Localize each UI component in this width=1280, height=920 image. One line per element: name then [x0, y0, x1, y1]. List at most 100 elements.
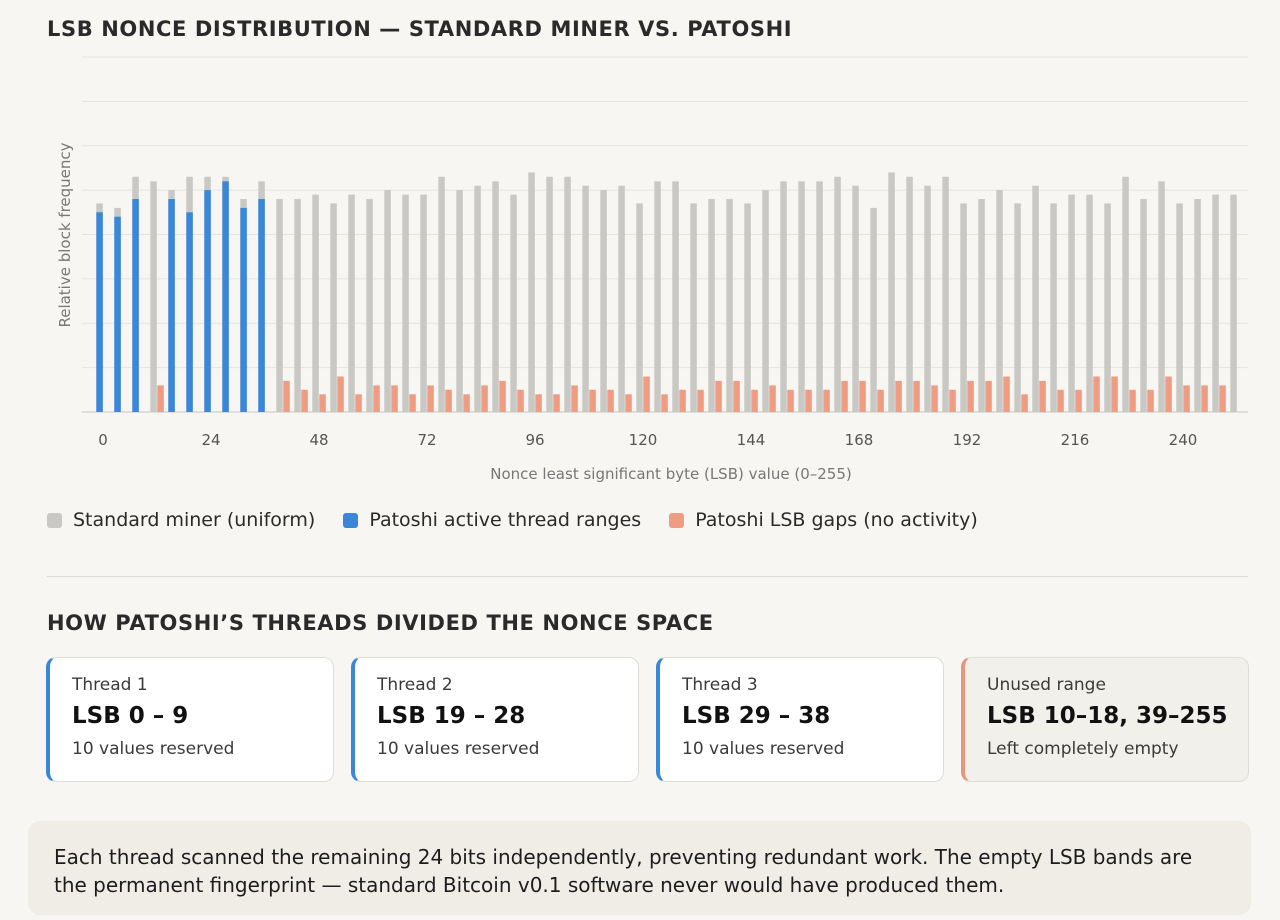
standard-bar	[960, 203, 967, 412]
standard-bar	[780, 181, 787, 413]
patoshi-gap-bar	[283, 380, 290, 412]
standard-bar	[1014, 203, 1021, 412]
legend-item-standard: Standard miner (uniform)	[47, 509, 315, 531]
x-tick-labels: 0 24 48 72 96 120 144 168 192 216 240	[98, 431, 1197, 449]
x-tick-label: 120	[629, 431, 658, 449]
patoshi-gap-bar	[1201, 385, 1208, 412]
patoshi-active-bar	[258, 199, 265, 412]
patoshi-gap-bar	[607, 389, 614, 412]
patoshi-gap-bar	[373, 385, 380, 412]
unused-card-label: Unused range	[987, 675, 1106, 695]
patoshi-gap-bar	[1021, 394, 1028, 413]
x-tick-label: 96	[525, 431, 544, 449]
patoshi-gap-bar	[985, 380, 992, 412]
patoshi-gap-bar	[535, 394, 542, 413]
legend-item-active: Patoshi active thread ranges	[343, 509, 641, 531]
x-tick-label: 48	[309, 431, 328, 449]
patoshi-gap-bar	[1183, 385, 1190, 412]
patoshi-gap-bar	[913, 380, 920, 412]
patoshi-gap-bar	[643, 376, 650, 412]
patoshi-gap-bar	[787, 389, 794, 412]
x-tick-label: 192	[953, 431, 982, 449]
y-axis-title: Relative block frequency	[56, 142, 74, 327]
standard-bar	[798, 181, 805, 413]
standard-bar	[870, 207, 877, 412]
standard-bar	[618, 185, 625, 412]
standard-bar	[834, 176, 841, 412]
patoshi-gap-bar	[157, 385, 164, 412]
patoshi-gap-bar	[1075, 389, 1082, 412]
patoshi-active-bar	[168, 199, 175, 412]
x-tick-label: 0	[98, 431, 108, 449]
patoshi-gap-bar	[805, 389, 812, 412]
thread-cards: Thread 1 LSB 0 – 9 10 values reserved Th…	[46, 657, 1249, 782]
patoshi-active-bar	[240, 207, 247, 412]
patoshi-gap-bar	[1219, 385, 1226, 412]
patoshi-gap-bar	[679, 389, 686, 412]
patoshi-gap-bar	[1129, 389, 1136, 412]
legend-label-standard: Standard miner (uniform)	[73, 509, 316, 531]
patoshi-gap-bar	[571, 385, 578, 412]
standard-bar	[906, 176, 913, 412]
standard-bar	[636, 203, 643, 412]
patoshi-gap-bar	[751, 389, 758, 412]
standard-bar	[510, 194, 517, 412]
standard-bar	[762, 190, 769, 412]
standard-bar	[888, 172, 895, 412]
standard-bar	[816, 181, 823, 413]
patoshi-active-bar	[186, 212, 193, 412]
patoshi-gap-bar	[823, 389, 830, 412]
standard-bar	[474, 185, 481, 412]
patoshi-gap-bar	[463, 394, 470, 413]
standard-bar	[1140, 199, 1147, 412]
standard-bar	[654, 181, 661, 413]
standard-bar	[564, 176, 571, 412]
patoshi-active-bar	[132, 199, 139, 412]
patoshi-gap-bar	[697, 389, 704, 412]
standard-bar	[600, 190, 607, 412]
patoshi-gap-bar	[931, 385, 938, 412]
patoshi-active-bar	[96, 212, 103, 412]
standard-bar	[312, 194, 319, 412]
patoshi-gap-bar	[895, 380, 902, 412]
patoshi-gap-bar	[481, 385, 488, 412]
thread-card-note: 10 values reserved	[72, 739, 235, 759]
thread-card-label: Thread 2	[377, 675, 453, 695]
standard-bar	[1122, 176, 1129, 412]
standard-bar	[1068, 194, 1075, 412]
patoshi-gap-bar	[877, 389, 884, 412]
standard-bar	[276, 199, 283, 412]
patoshi-gap-bar	[337, 376, 344, 412]
unused-card-note: Left completely empty	[987, 739, 1179, 759]
standard-bar	[1104, 203, 1111, 412]
standard-bar	[150, 181, 157, 413]
standard-bar	[294, 199, 301, 412]
x-tick-label: 24	[201, 431, 220, 449]
legend-label-active: Patoshi active thread ranges	[369, 509, 642, 531]
patoshi-gap-bar	[949, 389, 956, 412]
thread-card-label: Thread 3	[682, 675, 758, 695]
standard-bar	[366, 199, 373, 412]
standard-bar	[456, 190, 463, 412]
bars	[96, 172, 1237, 413]
patoshi-gap-bar	[409, 394, 416, 413]
section-divider	[47, 576, 1248, 577]
x-tick-label: 72	[417, 431, 436, 449]
legend-swatch-standard	[47, 512, 62, 528]
x-tick-label: 240	[1169, 431, 1198, 449]
patoshi-gap-bar	[967, 380, 974, 412]
standard-bar	[1230, 194, 1237, 412]
patoshi-gap-bar	[1003, 376, 1010, 412]
patoshi-gap-bar	[733, 380, 740, 412]
standard-bar	[1158, 181, 1165, 413]
thread-card-range: LSB 19 – 28	[377, 703, 526, 729]
patoshi-gap-bar	[1111, 376, 1118, 412]
unused-range-card: Unused range LSB 10–18, 39–255 Left comp…	[961, 657, 1249, 782]
standard-bar	[1086, 194, 1093, 412]
patoshi-gap-bar	[1093, 376, 1100, 412]
patoshi-active-bar	[222, 181, 229, 413]
legend-swatch-gaps	[669, 512, 685, 528]
standard-bar	[744, 203, 751, 412]
explanation-note: Each thread scanned the remaining 24 bit…	[28, 821, 1251, 915]
standard-bar	[726, 199, 733, 412]
